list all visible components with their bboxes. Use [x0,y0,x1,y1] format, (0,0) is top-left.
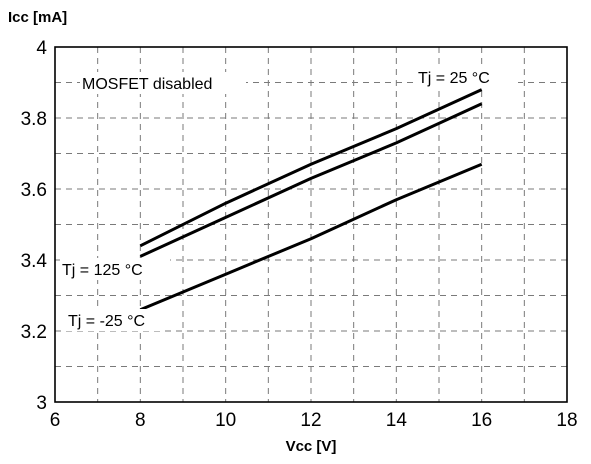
series-line-0 [139,88,483,248]
series-label-tj-minus25: Tj = -25 °C [68,313,145,330]
y-tick-label: 3.4 [21,251,48,272]
y-tick-label: 3.8 [21,109,47,130]
series-label-25-background [416,66,518,88]
x-tick-label: 14 [386,410,408,431]
x-tick-label: 6 [50,410,61,431]
tick-labels: 6 8 10 12 14 16 18 3 3.2 3.4 3.6 3.8 4 [21,38,578,431]
series-line-1 [139,102,483,258]
y-tick-label: 3.6 [21,180,47,201]
x-tick-label: 8 [135,410,146,431]
grid [55,47,567,402]
x-axis-title: Vcc [V] [286,438,337,455]
x-tick-label: 10 [215,410,236,431]
series-line-2 [139,162,483,312]
y-tick-label: 3.2 [21,322,47,343]
y-axis-title: Icc [mA] [8,9,67,26]
y-tick-label: 3 [36,393,47,414]
x-tick-label: 16 [471,410,492,431]
x-tick-label: 12 [300,410,321,431]
series-label-minus25-background [66,309,164,331]
annotation-mosfet-disabled: MOSFET disabled [82,76,212,93]
y-tick-label: 4 [36,38,47,59]
x-tick-label: 18 [556,410,577,431]
series-label-tj-25: Tj = 25 °C [418,70,490,87]
series-lines [139,88,483,312]
plot-frame [54,46,568,403]
series-label-125-background [60,258,170,280]
annotation-background [80,72,246,94]
series-label-tj-125: Tj = 125 °C [62,262,143,279]
